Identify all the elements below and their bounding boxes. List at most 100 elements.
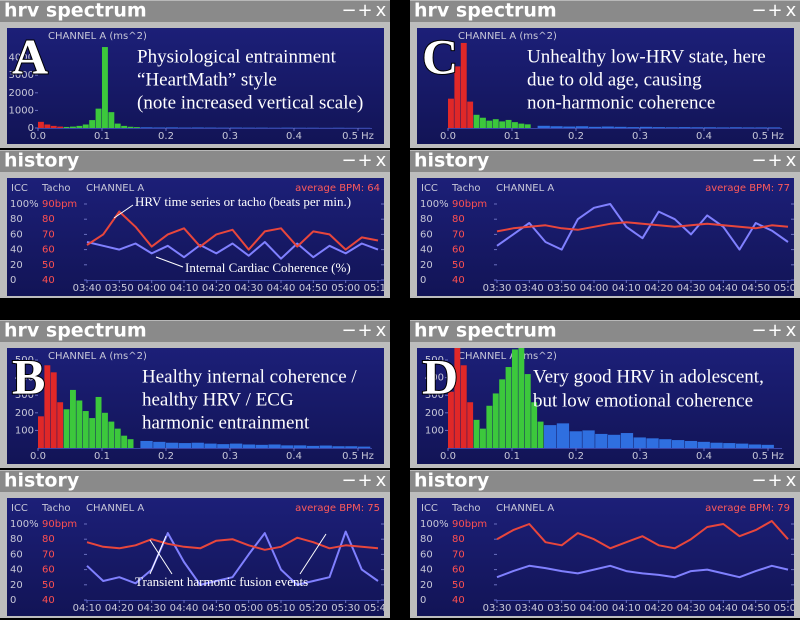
window-control[interactable]: x bbox=[376, 470, 387, 491]
y2-tick-label: 90bpm bbox=[452, 199, 487, 210]
window-control[interactable]: − bbox=[341, 470, 356, 491]
window-control[interactable]: + bbox=[357, 470, 372, 491]
chart-body bbox=[7, 498, 384, 616]
y-tick-label: 200 bbox=[425, 408, 444, 419]
spectrum-bar bbox=[569, 431, 582, 448]
chart-body bbox=[417, 28, 794, 144]
x-tick-label: 04:30 bbox=[677, 283, 706, 294]
spectrum-bar bbox=[44, 124, 51, 128]
window-control[interactable]: + bbox=[767, 150, 782, 171]
spectrum-bar bbox=[729, 127, 742, 128]
spectrum-bar bbox=[82, 124, 89, 128]
window-control[interactable]: − bbox=[341, 150, 356, 171]
spectrum-bar bbox=[588, 126, 602, 128]
chart-title: CHANNEL A (ms^2) bbox=[458, 351, 557, 362]
window-control[interactable]: + bbox=[357, 320, 372, 341]
x-tick-label: 0.2 bbox=[568, 131, 584, 142]
annotation: healthy HRV / ECG bbox=[142, 389, 294, 410]
spectrum-bar bbox=[710, 442, 723, 448]
spectrum-bar bbox=[467, 402, 474, 448]
window-control[interactable]: x bbox=[376, 150, 387, 171]
spectrum-bar bbox=[102, 47, 108, 128]
window-control[interactable]: − bbox=[751, 0, 766, 21]
window-control[interactable]: x bbox=[786, 470, 797, 491]
annotation-pointer bbox=[155, 256, 184, 268]
spectrum-bar bbox=[178, 443, 192, 448]
y-tick-label: 0 bbox=[10, 275, 16, 286]
title-bar bbox=[0, 150, 390, 172]
x-tick-label: 05:20 bbox=[299, 603, 328, 614]
x-tick-label: 0.5 Hz bbox=[752, 131, 784, 142]
spectrum-bar bbox=[50, 372, 57, 448]
x-tick-label: 05:10 bbox=[267, 603, 296, 614]
x-tick-label: 0.1 bbox=[504, 131, 520, 142]
annotation-pointer bbox=[113, 204, 134, 219]
x-tick-label: 0.4 bbox=[286, 131, 302, 142]
spectrum-bar bbox=[166, 442, 179, 448]
y2-tick-label: 60 bbox=[42, 245, 55, 256]
x-tick-label: 05:00 bbox=[774, 283, 800, 294]
chart: CHANNEL A (ms^2) 0.0 0.1 0.2 0.3 0.4 0.5 Hz 0 10… bbox=[9, 28, 374, 142]
annotation: HRV time series or tacho (beats per min.… bbox=[135, 194, 351, 209]
spectrum-bar bbox=[140, 127, 153, 128]
window-control[interactable]: − bbox=[341, 0, 356, 21]
window-control[interactable]: x bbox=[786, 150, 797, 171]
window-control[interactable]: + bbox=[767, 320, 782, 341]
spectrum-bar bbox=[217, 444, 230, 448]
y2-tick-label: 90bpm bbox=[42, 199, 77, 210]
window: hrv spectrum − + x CHANNEL A (ms^2) 0.0 0.1 0.2… bbox=[410, 0, 800, 148]
spectrum-bar bbox=[672, 440, 685, 448]
y2-tick-label: 40 bbox=[452, 595, 465, 606]
window-control[interactable]: x bbox=[376, 320, 387, 341]
y-tick-label: 80 bbox=[10, 534, 23, 545]
spectrum-bar bbox=[480, 117, 486, 128]
spectrum-bar bbox=[82, 411, 89, 448]
chart-title: CHANNEL A bbox=[86, 183, 144, 194]
x-tick-label: 04:50 bbox=[202, 603, 231, 614]
y-tick-label: 40 bbox=[10, 245, 23, 256]
series-line bbox=[86, 536, 379, 551]
y-tick-label: 20 bbox=[420, 580, 433, 591]
spectrum-bar bbox=[121, 435, 128, 448]
window-control[interactable]: + bbox=[357, 0, 372, 21]
window-control[interactable]: − bbox=[751, 150, 766, 171]
spectrum-bar bbox=[755, 127, 768, 128]
spectrum-bar bbox=[678, 127, 691, 128]
x-tick-label: 0.3 bbox=[222, 131, 238, 142]
x-tick-label: 04:20 bbox=[202, 283, 231, 294]
window-control[interactable]: x bbox=[376, 0, 387, 21]
panel-letter: A bbox=[12, 28, 48, 84]
title-bar bbox=[410, 150, 800, 172]
y-axis-title: ICC bbox=[421, 503, 438, 514]
window-control[interactable]: x bbox=[786, 320, 797, 341]
window: history − + x ICC Tacho CHANNEL A average BPM: … bbox=[0, 470, 390, 618]
chart: ICC Tacho CHANNEL A average BPM: 75 0 20 40 60 8… bbox=[10, 503, 384, 614]
window-control[interactable]: − bbox=[341, 320, 356, 341]
window: history − + x ICC Tacho CHANNEL A average BPM: … bbox=[410, 150, 800, 298]
chart: CHANNEL A (ms^2) 0.0 0.1 0.2 0.3 0.4 0.5 Hz Unh… bbox=[421, 28, 784, 142]
window-control[interactable]: + bbox=[357, 150, 372, 171]
spectrum-bar bbox=[38, 416, 44, 448]
spectrum-bar bbox=[544, 425, 557, 448]
spectrum-bar bbox=[57, 126, 64, 128]
window-control[interactable]: x bbox=[786, 0, 797, 21]
spectrum-bar bbox=[505, 367, 512, 448]
spectrum-bar bbox=[89, 120, 96, 128]
window-control[interactable]: − bbox=[751, 470, 766, 491]
y-tick-label: 80 bbox=[420, 534, 433, 545]
annotation: Transient harmonic fusion events bbox=[135, 574, 308, 589]
annotation: Unhealthy low-HRV state, here bbox=[527, 46, 766, 67]
spectrum-bar bbox=[505, 119, 512, 128]
spectrum-bar bbox=[454, 66, 461, 128]
spectrum-bar bbox=[166, 127, 179, 128]
window-control[interactable]: + bbox=[767, 0, 782, 21]
window-control[interactable]: − bbox=[751, 320, 766, 341]
x-tick-label: 0.2 bbox=[158, 451, 174, 462]
x-tick-label: 04:40 bbox=[267, 283, 296, 294]
spectrum-bar bbox=[524, 374, 531, 448]
window-control[interactable]: + bbox=[767, 470, 782, 491]
y2-tick-label: 90bpm bbox=[452, 519, 487, 530]
y-tick-label: 20 bbox=[420, 260, 433, 271]
series-line bbox=[86, 530, 379, 586]
x-tick-label: 05:00 bbox=[331, 283, 360, 294]
